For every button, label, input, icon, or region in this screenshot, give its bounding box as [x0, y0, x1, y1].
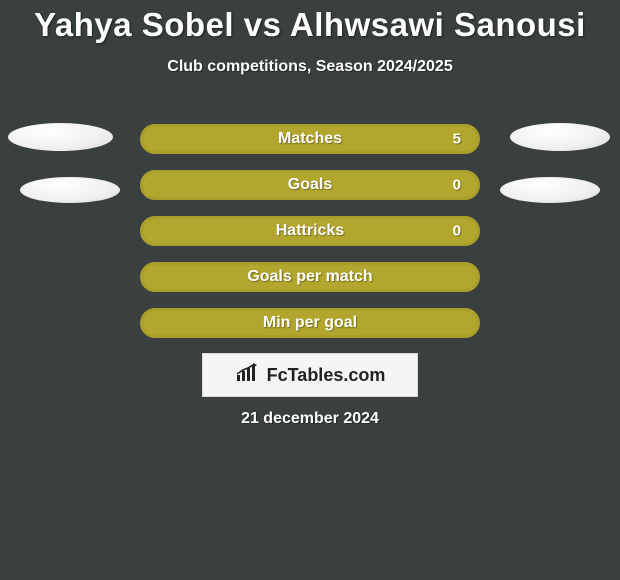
stat-row-min-per-goal: Min per goal	[140, 308, 480, 338]
date-text: 21 december 2024	[0, 410, 620, 428]
brand-badge: FcTables.com	[202, 353, 418, 397]
stat-label: Hattricks	[276, 222, 344, 240]
stat-row-goals-per-match: Goals per match	[140, 262, 480, 292]
stat-row-goals: Goals 0	[140, 170, 480, 200]
stat-label: Min per goal	[263, 314, 357, 332]
stat-row-hattricks: Hattricks 0	[140, 216, 480, 246]
brand-text: FcTables.com	[267, 365, 386, 386]
player1-avatar	[8, 123, 113, 151]
player2-avatar	[510, 123, 610, 151]
stat-label: Goals per match	[247, 268, 372, 286]
player1-avatar-secondary	[20, 177, 120, 203]
page-title: Yahya Sobel vs Alhwsawi Sanousi	[0, 0, 620, 44]
chart-icon	[235, 363, 261, 388]
stat-row-matches: Matches 5	[140, 124, 480, 154]
stat-value: 5	[453, 131, 461, 148]
stat-label: Goals	[288, 176, 332, 194]
stat-value: 0	[453, 223, 461, 240]
player2-avatar-secondary	[500, 177, 600, 203]
subtitle: Club competitions, Season 2024/2025	[0, 58, 620, 76]
stats-container: Matches 5 Goals 0 Hattricks 0 Goals per …	[140, 124, 480, 354]
stat-value: 0	[453, 177, 461, 194]
stat-label: Matches	[278, 130, 342, 148]
